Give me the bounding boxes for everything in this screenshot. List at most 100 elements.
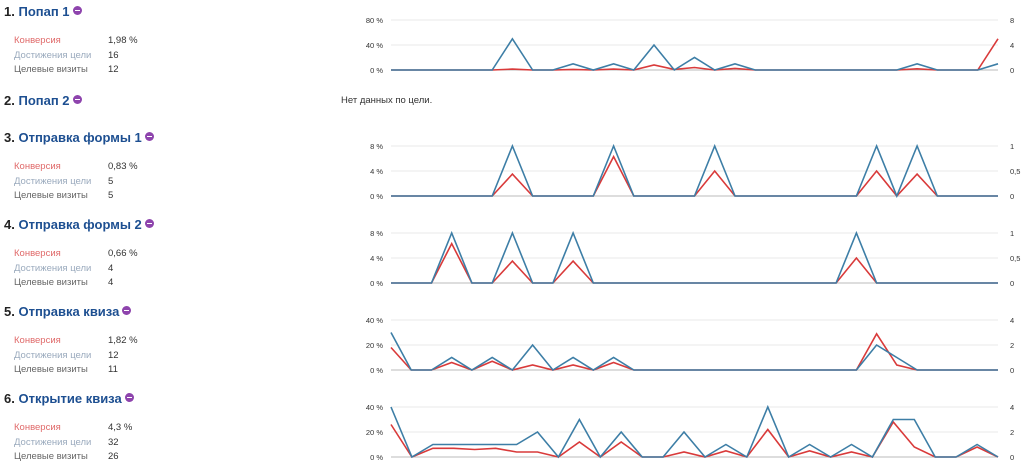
stat-label: Достижения цели	[14, 262, 92, 274]
metrika-goal-icon	[124, 393, 134, 402]
right-axis-tick: 8	[1010, 16, 1014, 25]
goal-title: 3. Отправка формы 1	[4, 130, 154, 145]
visits-series-line	[391, 143, 998, 199]
goal-stats: Конверсия 1,98 % Достижения цели 16 Целевые …	[14, 34, 138, 78]
stat-conversion: Конверсия 1,82 %	[14, 334, 138, 349]
stat-label: Целевые визиты	[14, 364, 88, 375]
left-axis-tick: 40 %	[366, 403, 383, 412]
stat-value: 11	[108, 364, 118, 375]
goal-title: 2. Попап 2	[4, 93, 82, 108]
stat-value: 4	[108, 262, 114, 274]
goal-title: 4. Отправка формы 2	[4, 217, 154, 232]
stat-label: Целевые визиты	[14, 190, 88, 201]
goal-name-link[interactable]: Попап 2	[18, 93, 70, 108]
visits-series-line	[390, 404, 999, 459]
stat-value: 4,3 %	[108, 422, 133, 433]
left-axis-tick: 0 %	[370, 279, 383, 288]
right-axis-tick: 1	[1010, 229, 1014, 238]
stat-label: Достижения цели	[14, 49, 92, 61]
conversion-series-line	[391, 241, 998, 284]
left-axis-tick: 8 %	[370, 229, 383, 238]
goal-number: 5.	[4, 304, 19, 319]
right-axis-tick: 0	[1010, 66, 1014, 75]
goal-number: 6.	[4, 391, 19, 406]
stat-value: 26	[108, 451, 119, 462]
stat-label: Конверсия	[14, 35, 61, 46]
stat-conversion: Конверсия 0,66 %	[14, 247, 138, 262]
stat-label: Целевые визиты	[14, 451, 88, 462]
right-axis-tick: 4	[1010, 316, 1014, 325]
right-axis-tick: 4	[1010, 403, 1014, 412]
stat-value: 32	[108, 436, 119, 448]
left-axis-tick: 40 %	[366, 41, 383, 50]
right-axis-tick: 0	[1010, 192, 1014, 201]
goal-title: 5. Отправка квиза	[4, 304, 132, 319]
stat-value: 1,82 %	[108, 335, 138, 346]
right-axis-tick: 1	[1010, 142, 1014, 151]
metrika-goal-icon	[144, 132, 154, 141]
metrika-goal-icon	[122, 306, 132, 315]
right-axis-tick: 0	[1010, 453, 1014, 462]
stat-value: 12	[108, 349, 119, 361]
stat-conversion: Конверсия 1,98 %	[14, 34, 138, 49]
stat-target-visits: Целевые визиты 5	[14, 189, 138, 204]
goal-title: 1. Попап 1	[4, 4, 82, 19]
goal-number: 2.	[4, 93, 19, 108]
goal-title: 6. Открытие квиза	[4, 391, 134, 406]
stat-label: Конверсия	[14, 161, 61, 172]
left-axis-tick: 0 %	[370, 453, 383, 462]
left-axis-tick: 4 %	[370, 254, 383, 263]
conversion-series-line	[391, 154, 998, 198]
goal-name-link[interactable]: Открытие квиза	[18, 391, 122, 406]
goal-stats: Конверсия 0,83 % Достижения цели 5 Целевые в…	[14, 160, 138, 204]
goal-stats: Конверсия 0,66 % Достижения цели 4 Целевые в…	[14, 247, 138, 291]
right-axis-tick: 2	[1010, 341, 1014, 350]
right-axis-tick: 4	[1010, 41, 1014, 50]
stat-value: 0,66 %	[108, 248, 138, 259]
left-axis-tick: 0 %	[370, 192, 383, 201]
visits-series-line	[390, 332, 998, 372]
stat-target-visits: Целевые визиты 12	[14, 63, 138, 78]
stat-goal-reaches: Достижения цели 5	[14, 175, 138, 190]
left-axis-tick: 40 %	[366, 316, 383, 325]
goal-chart: 8 % 4 % 0 % 1 0,5 0	[370, 229, 1020, 288]
stat-value: 5	[108, 190, 114, 201]
stat-value: 4	[108, 277, 114, 288]
goal-number: 1.	[4, 4, 19, 19]
stat-label: Конверсия	[14, 248, 61, 259]
goal-name-link[interactable]: Отправка квиза	[18, 304, 120, 319]
left-axis-tick: 20 %	[366, 341, 383, 350]
goal-chart: 40 % 20 % 0 % 4 2 0	[366, 316, 1014, 375]
stat-value: 0,83 %	[108, 161, 138, 172]
stat-value: 1,98 %	[108, 35, 138, 46]
visits-series-line	[391, 37, 999, 72]
left-axis-tick: 8 %	[370, 142, 383, 151]
stat-goal-reaches: Достижения цели 12	[14, 349, 138, 364]
stat-goal-reaches: Достижения цели 4	[14, 262, 138, 277]
right-axis-tick: 0,5	[1010, 254, 1020, 263]
left-axis-tick: 0 %	[370, 66, 383, 75]
goal-number: 4.	[4, 217, 19, 232]
stat-goal-reaches: Достижения цели 16	[14, 49, 138, 64]
goal-name-link[interactable]: Попап 1	[18, 4, 70, 19]
goal-chart: 40 % 20 % 0 % 4 2 0	[366, 403, 1014, 462]
right-axis-tick: 0	[1010, 366, 1014, 375]
stat-label: Конверсия	[14, 335, 61, 346]
stat-label: Достижения цели	[14, 175, 92, 187]
no-data-message: Нет данных по цели.	[341, 95, 433, 106]
goal-name-link[interactable]: Отправка формы 1	[18, 130, 142, 145]
stat-value: 5	[108, 175, 114, 187]
stat-conversion: Конверсия 4,3 %	[14, 421, 132, 436]
left-axis-tick: 4 %	[370, 167, 383, 176]
stat-label: Достижения цели	[14, 436, 92, 448]
stat-goal-reaches: Достижения цели 32	[14, 436, 132, 451]
goal-chart: 80 % 40 % 0 % 8 4 0	[366, 16, 1014, 75]
metrika-goal-icon	[72, 6, 82, 15]
goal-name-link[interactable]: Отправка формы 2	[18, 217, 142, 232]
stat-target-visits: Целевые визиты 11	[14, 363, 138, 378]
stat-target-visits: Целевые визиты 4	[14, 276, 138, 291]
metrika-goal-icon	[72, 95, 82, 104]
stat-label: Целевые визиты	[14, 277, 88, 288]
right-axis-tick: 2	[1010, 428, 1014, 437]
left-axis-tick: 0 %	[370, 366, 383, 375]
